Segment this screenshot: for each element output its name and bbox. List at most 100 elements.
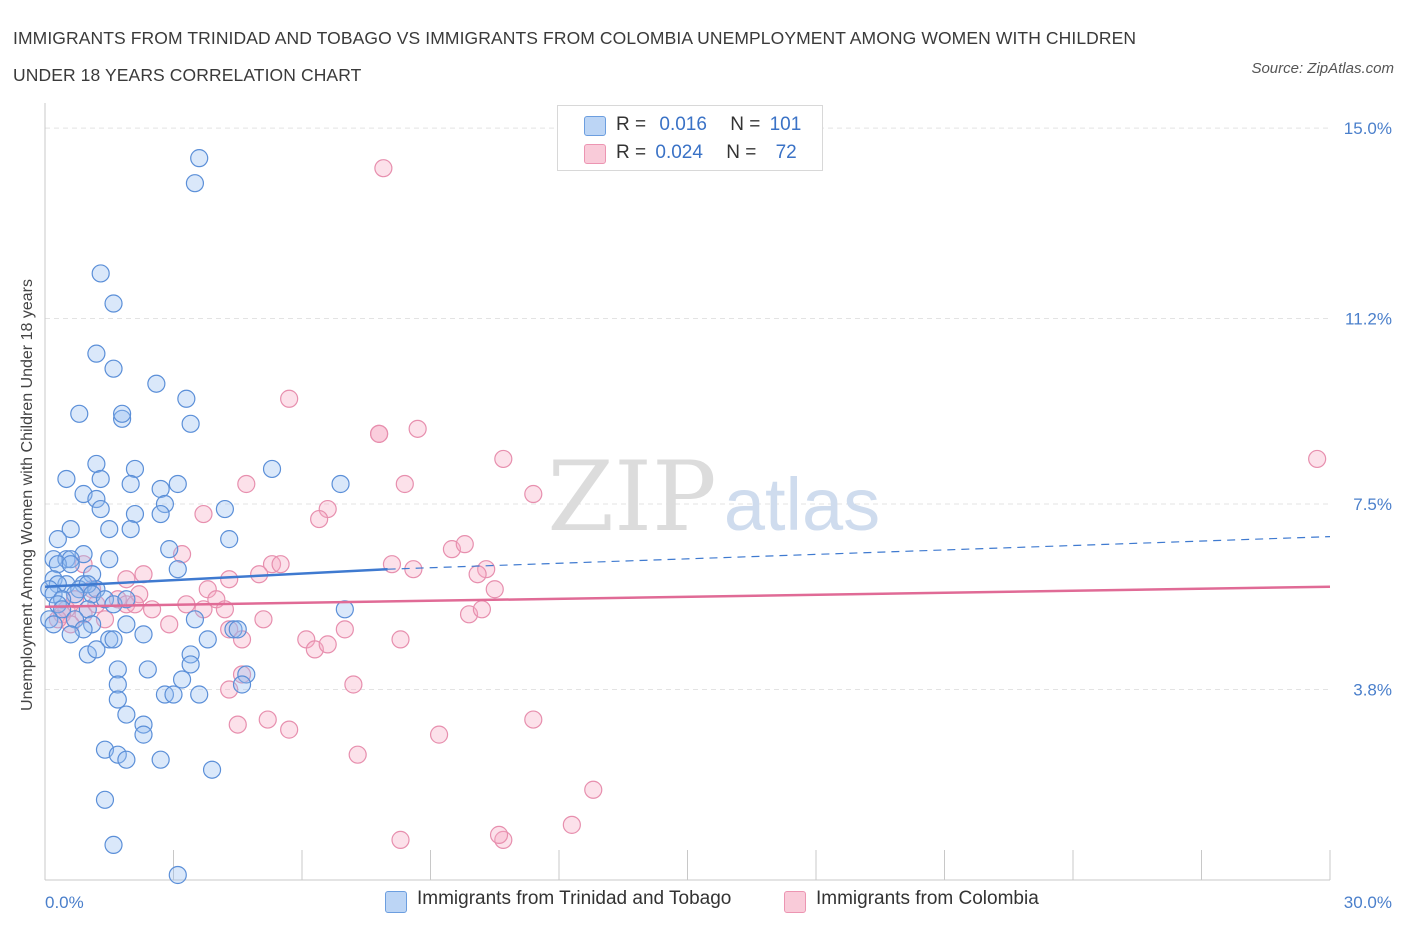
data-point-colombia [489, 825, 509, 844]
data-point-trinidad [134, 715, 153, 734]
data-point-trinidad [190, 149, 209, 168]
axes [44, 103, 1331, 881]
data-point-trinidad [87, 489, 106, 509]
data-point-trinidad [228, 620, 247, 639]
data-point-colombia [271, 555, 290, 574]
data-point-trinidad [121, 519, 140, 539]
data-point-trinidad [147, 374, 166, 393]
gridlines [45, 127, 1330, 691]
legend-swatch-colombia [584, 144, 606, 164]
trend-lines [44, 536, 1331, 609]
correlation-legend: R = 0.016 N = 101 R = 0.024 N = 72 [557, 105, 823, 171]
data-point-colombia [485, 580, 504, 599]
data-point-trinidad [87, 640, 106, 659]
data-point-colombia [562, 815, 581, 834]
data-point-trinidad [108, 745, 127, 764]
chart-title: IMMIGRANTS FROM TRINIDAD AND TOBAGO VS I… [13, 28, 1137, 85]
data-point-colombia [160, 615, 179, 634]
data-point-colombia [220, 570, 239, 589]
data-point-trinidad [117, 750, 136, 769]
legend-swatch-trinidad [584, 116, 606, 136]
data-point-trinidad [190, 685, 209, 704]
data-point-colombia [280, 389, 299, 408]
data-point-colombia [117, 570, 136, 589]
data-point-trinidad [125, 459, 145, 479]
data-point-colombia [391, 630, 410, 649]
watermark: ZIP atlas [547, 441, 880, 553]
data-point-trinidad [202, 760, 222, 779]
data-point-trinidad [95, 790, 115, 809]
data-point-trinidad [198, 630, 217, 649]
data-point-trinidad [185, 174, 205, 193]
r-value-trinidad: 0.016 [659, 114, 707, 135]
data-point-colombia [310, 509, 329, 529]
data-point-trinidad [172, 670, 192, 689]
data-point-trinidad [87, 344, 106, 363]
trend-line-colombia [44, 585, 1331, 609]
data-point-trinidad [155, 494, 175, 514]
data-point-colombia [237, 474, 256, 494]
series-trinidad-points [40, 149, 354, 885]
data-point-trinidad [331, 474, 350, 494]
data-point-trinidad [151, 479, 170, 499]
data-point-trinidad [48, 530, 67, 549]
data-point-trinidad [134, 725, 153, 744]
data-point-trinidad [185, 610, 205, 629]
tick-labels: 3.8% 7.5% 11.2% 15.0% 0.0% 30.0% [45, 119, 1392, 912]
data-point-trinidad [104, 630, 123, 649]
data-point-colombia [280, 720, 299, 739]
data-point-trinidad [125, 504, 145, 524]
x-tick-label: 30.0% [1344, 893, 1392, 912]
legend-label-colombia: Immigrants from Colombia [816, 888, 1039, 909]
data-point-trinidad [57, 469, 76, 489]
y-tick-label: 3.8% [1353, 681, 1392, 700]
data-point-trinidad [91, 499, 110, 519]
data-point-colombia [395, 474, 414, 494]
data-point-colombia [1308, 449, 1327, 469]
data-point-colombia [391, 830, 410, 849]
data-point-trinidad [61, 625, 80, 644]
data-point-trinidad [78, 645, 97, 664]
data-point-colombia [258, 710, 277, 729]
data-point-trinidad [215, 499, 234, 519]
trend-line-trinidad [44, 567, 388, 588]
n-value-trinidad: 101 [769, 114, 802, 135]
data-point-colombia [142, 600, 162, 619]
data-point-trinidad [181, 414, 200, 433]
data-point-trinidad [237, 665, 256, 684]
data-point-trinidad [181, 645, 200, 664]
data-point-trinidad [108, 660, 127, 679]
data-point-trinidad [151, 750, 170, 769]
data-point-trinidad [181, 655, 200, 674]
data-point-colombia [524, 484, 543, 504]
data-point-trinidad [108, 675, 127, 694]
legend-label-trinidad: Immigrants from Trinidad and Tobago [417, 888, 732, 909]
data-point-trinidad [168, 560, 187, 579]
data-point-trinidad [112, 404, 132, 423]
legend-swatch-colombia [784, 891, 806, 913]
data-point-trinidad [61, 519, 80, 539]
watermark-atlas: atlas [724, 463, 880, 546]
n-label: N = [730, 114, 761, 135]
data-point-trinidad [262, 459, 282, 479]
source-label: Source: ZipAtlas.com [1251, 60, 1394, 77]
data-point-colombia [318, 635, 337, 654]
data-point-colombia [524, 710, 543, 729]
data-point-colombia [228, 715, 247, 734]
data-point-trinidad [117, 590, 136, 609]
data-point-trinidad [151, 504, 170, 524]
data-point-trinidad [95, 590, 115, 609]
data-point-trinidad [48, 575, 67, 594]
data-point-trinidad [100, 519, 119, 539]
r-label: R = [616, 142, 647, 163]
data-point-trinidad [112, 409, 132, 428]
data-point-trinidad [134, 625, 153, 644]
r-label: R = [616, 114, 647, 135]
data-point-trinidad [224, 620, 243, 639]
data-point-trinidad [70, 404, 89, 423]
data-point-colombia [344, 675, 363, 694]
data-point-colombia [584, 780, 603, 799]
data-point-trinidad [138, 660, 157, 679]
data-point-colombia [254, 610, 273, 629]
